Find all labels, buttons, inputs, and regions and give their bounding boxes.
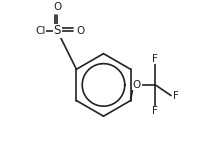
Text: Cl: Cl [35,26,46,36]
Text: F: F [152,106,158,116]
Text: O: O [53,2,61,12]
Text: F: F [152,54,158,64]
Text: O: O [76,26,84,36]
Text: S: S [53,24,61,37]
Text: F: F [172,91,178,101]
Text: O: O [132,80,140,90]
